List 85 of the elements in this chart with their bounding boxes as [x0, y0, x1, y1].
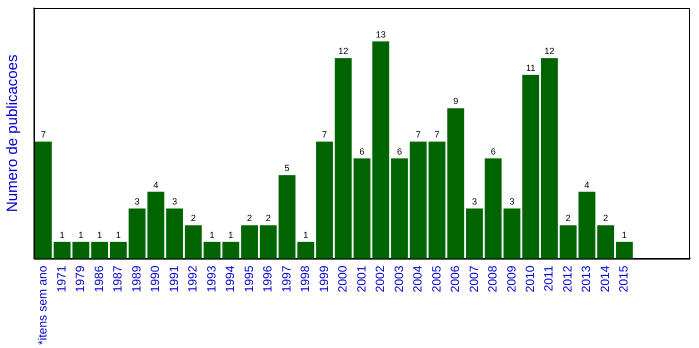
data-label: 2: [247, 213, 252, 224]
x-tick-label: 2009: [504, 265, 518, 292]
x-tick-label: 2000: [336, 265, 350, 292]
x-tick-label: 2014: [598, 265, 612, 292]
data-label: 2: [603, 213, 608, 224]
data-label: 3: [134, 196, 140, 206]
data-label: 1: [210, 230, 215, 240]
data-label: 9: [453, 96, 458, 106]
data-label: 1: [97, 230, 102, 240]
data-label: 7: [416, 130, 421, 140]
x-tick-label: 2005: [429, 265, 444, 292]
data-label: 13: [376, 29, 386, 40]
bar: [260, 225, 277, 259]
bar: [447, 108, 464, 259]
bar: [504, 208, 520, 259]
bar: [297, 242, 314, 259]
data-label: 1: [116, 230, 121, 240]
x-tick-label: 1986: [92, 265, 106, 292]
x-tick-label: 2003: [392, 265, 406, 292]
x-tick-label: 2013: [579, 265, 594, 292]
x-tick-label: 2008: [486, 265, 500, 292]
bar: [484, 158, 502, 259]
data-label: 6: [396, 146, 402, 156]
x-tick-label: 1999: [316, 265, 331, 292]
data-label: 1: [303, 230, 308, 240]
data-label: 1: [60, 230, 65, 240]
x-tick-label: 1971: [54, 265, 68, 292]
data-label: 7: [434, 130, 440, 140]
x-tick-label: 1990: [148, 265, 162, 292]
data-label: 4: [584, 180, 590, 190]
data-label: 12: [544, 46, 554, 56]
bar: [428, 142, 446, 259]
data-label: 1: [228, 230, 234, 240]
x-tick-label: 1989: [129, 265, 144, 292]
x-tick-label: 1996: [260, 265, 275, 292]
data-label: 5: [284, 163, 290, 174]
x-tick-label: 1992: [186, 265, 200, 292]
bar: [334, 58, 352, 259]
bar: [184, 225, 202, 259]
x-tick-label: 1998: [298, 265, 312, 292]
data-label: 2: [190, 213, 196, 224]
data-label: 3: [472, 196, 477, 206]
bar: [616, 242, 633, 259]
data-label: 7: [40, 130, 46, 140]
data-label: 1: [622, 230, 627, 240]
data-label: 4: [153, 180, 158, 190]
data-label: 2: [566, 213, 571, 224]
x-tick-label: 2011: [542, 265, 556, 292]
data-label: 12: [338, 46, 348, 56]
x-tick-label: 1997: [279, 265, 294, 292]
x-tick-label: 1987: [110, 265, 125, 292]
x-tick-label: 1979: [73, 265, 88, 292]
bar: [391, 158, 408, 259]
data-label: 7: [322, 130, 328, 140]
y-axis-title: Numero de publicacoes: [4, 54, 22, 212]
x-tick-label: 2002: [373, 265, 388, 292]
x-tick-label: 2004: [410, 265, 425, 292]
data-label: 11: [526, 62, 536, 73]
data-label: 3: [172, 196, 178, 206]
x-tick-label: 1991: [166, 265, 181, 292]
x-tick-label: 2015: [616, 265, 631, 292]
bar: [354, 158, 370, 259]
x-tick-label: 1993: [204, 265, 218, 292]
bar: [372, 41, 390, 259]
x-tick-label: *itens sem ano: [36, 265, 50, 346]
bar: [204, 242, 220, 259]
bar: [241, 225, 258, 259]
x-tick-label: 2012: [560, 265, 574, 292]
x-tick-label: 2006: [448, 265, 462, 292]
bar: [466, 208, 483, 259]
bar: [410, 142, 427, 259]
bar: [316, 142, 333, 259]
x-tick-label: 2007: [466, 265, 481, 292]
data-label: 3: [509, 196, 514, 206]
bar: [222, 242, 240, 259]
x-tick-label: 2001: [354, 265, 368, 292]
x-tick-label: 1995: [242, 265, 256, 292]
bar: [522, 74, 540, 259]
data-label: 2: [266, 213, 271, 224]
data-label: 6: [490, 146, 496, 156]
x-tick-label: 1994: [223, 265, 238, 292]
data-label: 6: [359, 146, 365, 156]
x-tick-label: 2010: [523, 265, 537, 292]
data-label: 1: [78, 230, 84, 240]
bar: [278, 175, 296, 259]
